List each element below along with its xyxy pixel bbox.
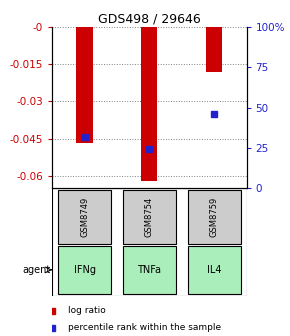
Bar (123, 246, 176, 294)
Bar (141, 27, 157, 181)
Text: IL4: IL4 (207, 265, 221, 275)
Text: TNFa: TNFa (137, 265, 161, 275)
Bar (58, 190, 111, 244)
Text: IFNg: IFNg (74, 265, 96, 275)
Text: GSM8759: GSM8759 (210, 197, 219, 237)
Bar (206, 27, 222, 72)
Bar (123, 190, 176, 244)
Title: GDS498 / 29646: GDS498 / 29646 (98, 13, 201, 26)
Text: GSM8754: GSM8754 (145, 197, 154, 237)
Text: percentile rank within the sample: percentile rank within the sample (68, 323, 221, 332)
Bar (58, 246, 111, 294)
Text: agent: agent (23, 265, 51, 275)
Bar (188, 246, 241, 294)
Text: GSM8749: GSM8749 (80, 197, 89, 237)
Bar (188, 190, 241, 244)
Text: log ratio: log ratio (68, 306, 106, 315)
Bar (77, 27, 93, 143)
